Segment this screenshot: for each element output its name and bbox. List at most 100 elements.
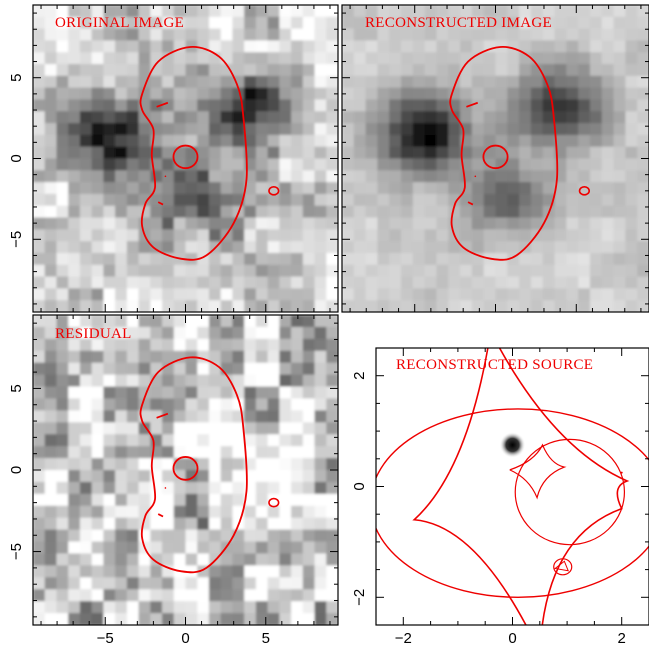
image-pixel [255, 205, 269, 219]
image-pixel [326, 52, 338, 65]
image-pixel [483, 146, 497, 160]
image-pixel [208, 217, 222, 230]
image-pixel [244, 75, 257, 89]
image-pixel [185, 517, 198, 531]
image-pixel [424, 276, 438, 289]
image-pixel [613, 170, 626, 183]
image-pixel [412, 241, 426, 254]
image-pixel [302, 87, 316, 101]
image-pixel [173, 193, 187, 207]
image-pixel [578, 288, 591, 301]
image-pixel [232, 64, 245, 77]
image-pixel [554, 288, 567, 301]
image-pixel [314, 64, 327, 77]
image-pixel [495, 264, 508, 278]
image-pixel [401, 264, 414, 278]
image-pixel [267, 264, 280, 278]
image-pixel [56, 158, 69, 171]
image-pixel [197, 28, 210, 42]
image-pixel [377, 87, 390, 101]
image-pixel [220, 182, 234, 195]
image-pixel [637, 241, 649, 254]
reconstructed-image-ticks [342, 5, 649, 312]
image-pixel [302, 481, 316, 495]
image-pixel [162, 158, 175, 171]
image-pixel [244, 493, 257, 507]
image-pixel [377, 16, 390, 30]
image-pixel [267, 182, 280, 195]
image-pixel [138, 601, 151, 614]
source-background [376, 348, 649, 625]
image-pixel [244, 601, 257, 614]
image-pixel [637, 40, 649, 53]
image-pixel [589, 28, 603, 42]
image-pixel [56, 300, 69, 312]
image-pixel [33, 434, 46, 447]
image-pixel [291, 28, 304, 42]
image-pixel [79, 434, 93, 447]
image-pixel [150, 338, 163, 352]
image-pixel [33, 123, 46, 136]
image-pixel [255, 300, 269, 312]
image-pixel [279, 217, 292, 230]
image-pixel [637, 252, 649, 266]
image-pixel [33, 422, 46, 435]
image-pixel [578, 252, 591, 266]
image-pixel [173, 16, 187, 30]
image-pixel [566, 99, 579, 112]
image-pixel [314, 16, 327, 30]
image-pixel [138, 52, 151, 65]
image-pixel [56, 446, 69, 459]
image-pixel [302, 529, 316, 543]
image-pixel [68, 422, 81, 435]
image-pixel [232, 252, 245, 266]
image-pixel [613, 40, 626, 53]
image-pixel [115, 229, 128, 242]
image-pixel [302, 517, 316, 531]
image-pixel [412, 99, 426, 112]
image-pixel [255, 613, 269, 625]
image-pixel [424, 158, 438, 171]
image-pixel [279, 493, 292, 507]
image-pixel [377, 158, 390, 171]
image-pixel [68, 434, 81, 447]
image-pixel [126, 553, 140, 566]
image-pixel [220, 446, 234, 459]
image-pixel [291, 326, 304, 340]
image-pixel [255, 326, 269, 340]
image-pixel [353, 300, 367, 312]
image-pixel [365, 193, 379, 207]
image-pixel [33, 264, 46, 278]
image-pixel [185, 422, 198, 435]
image-pixel [68, 146, 81, 160]
image-pixel [173, 241, 187, 254]
image-pixel [197, 170, 210, 183]
image-pixel [220, 170, 234, 183]
image-pixel [68, 241, 81, 254]
image-pixel [495, 16, 508, 30]
image-pixel [220, 64, 234, 77]
panel-reconstructed-source: −2 0 220−2 RECONSTRUCTED SOURCE [351, 347, 649, 647]
image-pixel [267, 229, 280, 242]
image-pixel [126, 288, 140, 301]
image-pixel [401, 300, 414, 312]
image-pixel [589, 276, 603, 289]
image-pixel [530, 40, 544, 53]
image-pixel [33, 252, 46, 266]
image-pixel [326, 300, 338, 312]
image-pixel [255, 446, 269, 459]
image-pixel [625, 193, 638, 207]
image-pixel [162, 613, 175, 625]
image-pixel [197, 16, 210, 30]
image-pixel [68, 338, 81, 352]
image-pixel [401, 205, 414, 219]
image-pixel [173, 276, 187, 289]
image-pixel [326, 264, 338, 278]
image-pixel [44, 158, 58, 171]
source-plot-area [376, 348, 649, 625]
image-pixel [220, 374, 234, 388]
image-pixel [460, 52, 473, 65]
image-pixel [185, 613, 198, 625]
image-pixel [220, 99, 234, 112]
image-pixel [412, 158, 426, 171]
